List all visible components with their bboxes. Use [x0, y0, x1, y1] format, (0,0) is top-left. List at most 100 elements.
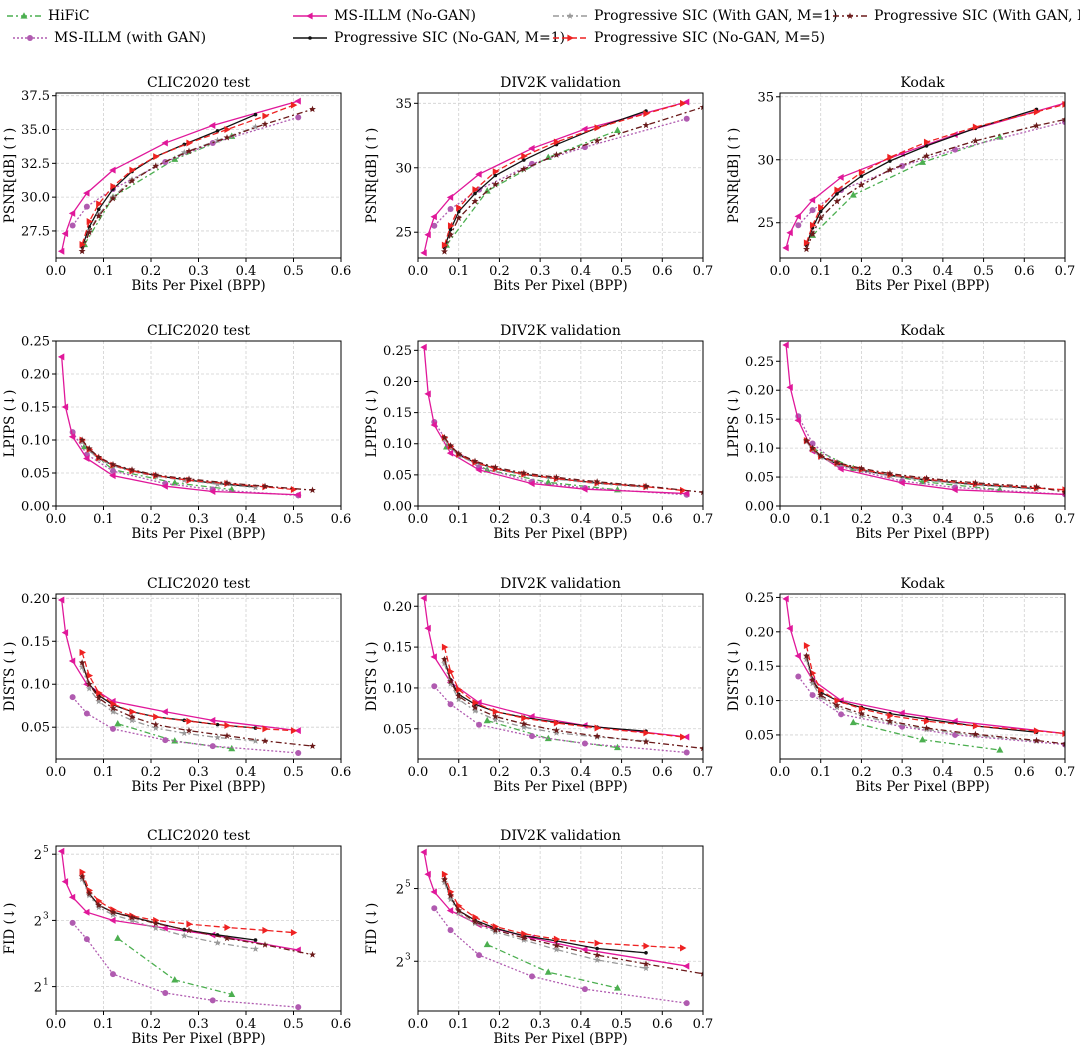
y-tick-label: 0.15	[745, 413, 774, 428]
data-point-ms-illm-no-gan	[794, 416, 801, 424]
data-point-ms-illm-with-gan	[209, 743, 216, 750]
series-line-progressive-sic-with-gan-m-5	[805, 655, 1065, 745]
data-point-ms-illm-no-gan	[109, 916, 116, 924]
series-line-ms-illm-with-gan	[433, 118, 687, 227]
legend-item-progressive-sic-no-gan-m-5: Progressive SIC (No-GAN, M=5)	[552, 30, 825, 46]
data-point-progressive-sic-no-gan-m-1	[448, 227, 453, 232]
data-point-hific	[849, 191, 857, 198]
data-point-hific	[919, 735, 926, 743]
y-tick-label: 2	[34, 914, 42, 929]
x-tick-label: 0.3	[892, 264, 913, 279]
series-line-progressive-sic-with-gan-m-5	[443, 659, 703, 750]
series-line-progressive-sic-with-gan-m-5	[805, 118, 1065, 250]
x-tick-label: 0.3	[188, 264, 209, 279]
x-tick-label: 0.4	[933, 765, 954, 780]
legend-label: HiFiC	[48, 8, 90, 24]
x-tick-label: 0.0	[46, 264, 67, 279]
data-point-progressive-sic-with-gan-m-5	[78, 659, 86, 666]
chart-title: CLIC2020 test	[147, 75, 250, 91]
data-point-progressive-sic-no-gan-m-5	[521, 714, 528, 722]
series-line-progressive-sic-no-gan-m-5	[805, 103, 1065, 244]
x-tick-label: 0.6	[652, 765, 673, 780]
data-point-progressive-sic-no-gan-m-1	[818, 209, 823, 214]
series-line-progressive-sic-no-gan-m-5	[443, 646, 683, 738]
x-tick-label: 0.4	[571, 264, 592, 279]
data-point-progressive-sic-no-gan-m-5	[96, 897, 103, 905]
data-point-ms-illm-no-gan	[424, 624, 431, 632]
data-point-progressive-sic-no-gan-m-5	[153, 713, 160, 721]
x-tick-label: 0.4	[236, 264, 257, 279]
data-point-ms-illm-with-gan	[431, 905, 438, 912]
data-point-ms-illm-with-gan	[447, 701, 454, 708]
data-point-ms-illm-with-gan	[809, 207, 816, 214]
data-point-progressive-sic-with-gan-m-5	[185, 475, 193, 482]
data-point-ms-illm-no-gan	[161, 924, 168, 932]
data-point-ms-illm-no-gan	[294, 727, 301, 735]
data-point-progressive-sic-no-gan-m-1	[493, 173, 498, 178]
data-point-ms-illm-no-gan	[61, 230, 69, 238]
data-point-progressive-sic-with-gan-m-5	[491, 463, 499, 471]
data-point-progressive-sic-no-gan-m-5	[447, 668, 455, 676]
y-tick-label: 0.25	[21, 335, 50, 350]
data-point-progressive-sic-no-gan-m-5	[594, 124, 601, 132]
data-point-hific	[171, 479, 179, 486]
series-line-ms-illm-with-gan	[433, 907, 687, 1004]
series-line-progressive-sic-with-gan-m-5	[81, 662, 313, 747]
x-tick-label: 0.5	[611, 512, 632, 527]
x-tick-label: 0.6	[331, 765, 352, 780]
series-line-progressive-sic-no-gan-m-1	[81, 114, 256, 248]
data-point-progressive-sic-with-gan-m-5	[261, 737, 269, 744]
data-point-progressive-sic-with-gan-m-5	[261, 120, 269, 128]
series-line-ms-illm-no-gan	[61, 356, 299, 496]
x-axis-label: Bits Per Pixel (BPP)	[493, 779, 627, 795]
data-point-progressive-sic-with-gan-m-1	[85, 684, 93, 692]
x-tick-label: 0.2	[141, 1017, 162, 1032]
data-point-hific	[228, 990, 236, 997]
data-point-progressive-sic-with-gan-m-1	[180, 932, 188, 939]
data-point-ms-illm-with-gan	[683, 749, 690, 756]
series-line-ms-illm-no-gan	[785, 598, 1065, 735]
data-point-progressive-sic-no-gan-m-5	[129, 166, 136, 174]
data-point-progressive-sic-no-gan-m-1	[888, 159, 892, 163]
data-point-ms-illm-no-gan	[682, 962, 690, 970]
x-tick-label: 0.1	[93, 1017, 114, 1032]
series-line-progressive-sic-with-gan-m-5	[443, 879, 703, 975]
series-line-ms-illm-no-gan	[423, 852, 687, 967]
x-tick-label: 0.1	[448, 1017, 469, 1032]
y-tick-label: 0.15	[21, 635, 50, 650]
data-point-progressive-sic-with-gan-m-5	[642, 738, 650, 745]
y-tick-label: 30	[757, 153, 774, 168]
data-point-progressive-sic-with-gan-m-5	[309, 105, 316, 113]
legend-swatch	[293, 36, 327, 40]
y-tick-exponent: 5	[405, 880, 411, 890]
data-point-ms-illm-with-gan	[447, 927, 454, 934]
data-point-progressive-sic-no-gan-m-5	[1033, 108, 1041, 116]
data-point-ms-illm-no-gan	[68, 657, 76, 665]
x-tick-label: 0.5	[283, 512, 304, 527]
data-point-progressive-sic-with-gan-m-5	[593, 951, 601, 958]
data-point-ms-illm-no-gan	[208, 487, 216, 495]
data-point-progressive-sic-no-gan-m-5	[972, 123, 980, 131]
data-point-ms-illm-no-gan	[57, 353, 65, 361]
series-line-progressive-sic-no-gan-m-5	[443, 437, 683, 492]
data-point-progressive-sic-with-gan-m-5	[223, 134, 231, 141]
data-point-progressive-sic-no-gan-m-5	[492, 708, 500, 716]
series-line-hific	[486, 943, 618, 989]
axes-frame	[417, 340, 704, 507]
series-line-progressive-sic-no-gan-m-5	[805, 440, 1065, 491]
data-point-progressive-sic-no-gan-m-1	[215, 129, 220, 133]
data-point-progressive-sic-with-gan-m-5	[152, 471, 160, 478]
data-point-progressive-sic-no-gan-m-5	[887, 712, 894, 720]
data-point-ms-illm-no-gan	[61, 878, 69, 886]
legend-marker	[567, 34, 574, 42]
data-point-ms-illm-no-gan	[424, 390, 431, 398]
data-point-hific	[544, 153, 552, 161]
x-tick-label: 0.2	[489, 765, 510, 780]
data-point-progressive-sic-with-gan-m-5	[809, 444, 816, 452]
y-tick-exponent: 3	[43, 911, 49, 921]
x-tick-label: 0.5	[611, 1017, 632, 1032]
data-point-progressive-sic-with-gan-m-5	[817, 214, 825, 221]
legend-swatch	[13, 35, 47, 41]
y-tick-label: 2	[396, 883, 404, 898]
y-tick-label: 0.20	[21, 592, 50, 607]
